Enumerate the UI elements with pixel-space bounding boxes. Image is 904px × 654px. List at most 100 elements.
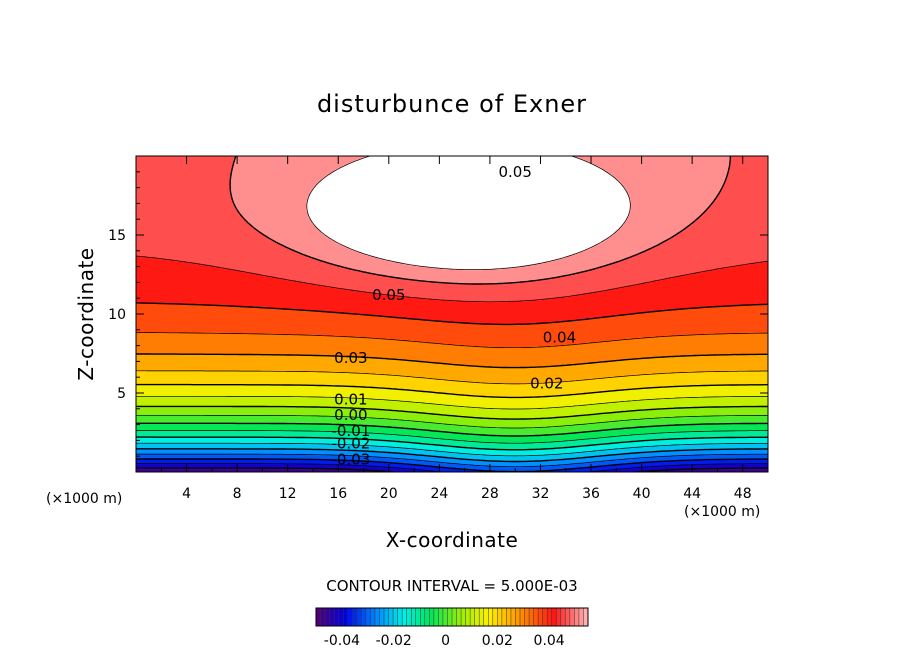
colorbar-swatch: [529, 608, 534, 626]
colorbar-swatch: [352, 608, 358, 626]
x-axis-label: X-coordinate: [386, 528, 519, 552]
colorbar-swatch: [388, 608, 394, 626]
contour-line: [136, 436, 768, 451]
contour-line: [136, 422, 768, 437]
colorbar-swatch: [551, 608, 557, 626]
colorbar-swatch: [560, 608, 566, 626]
colorbar-swatch: [415, 608, 421, 626]
colorbar-swatch: [497, 608, 503, 626]
y-tick-label: 15: [108, 228, 126, 244]
colorbar-swatch: [370, 608, 376, 626]
contour-line: [136, 458, 768, 472]
colorbar-swatch: [374, 608, 380, 626]
contour-line: [136, 414, 768, 429]
colorbar-swatch: [569, 608, 575, 626]
colorbar-swatch: [361, 608, 367, 626]
colorbar-swatch: [384, 608, 389, 626]
contour-label: 0.02: [530, 375, 563, 393]
colorbar-swatch: [506, 608, 512, 626]
colorbar-swatch: [565, 608, 571, 626]
x-tick-label: 20: [380, 486, 398, 502]
contour-label: -0.03: [331, 450, 370, 468]
colorbar-tick-label: -0.02: [376, 633, 412, 649]
colorbar-swatch: [556, 608, 562, 626]
x-tick-label: 44: [683, 486, 701, 502]
contour-line: [136, 353, 768, 369]
contour-label: -0.02: [331, 435, 370, 453]
colorbar-swatch: [424, 608, 430, 626]
colorbar-swatch: [320, 608, 326, 626]
colorbar-swatch: [515, 608, 521, 626]
colorbar-swatch: [547, 608, 553, 626]
contour-line: [229, 156, 732, 285]
x-tick-label: 24: [430, 486, 448, 502]
x-tick-label: 16: [329, 486, 347, 502]
filled-contour-field: [136, 156, 768, 472]
colorbar-swatch: [406, 608, 412, 626]
colorbar-swatch: [402, 608, 407, 626]
y-tick-label: 5: [117, 386, 126, 402]
contour-label: 0.04: [543, 329, 576, 347]
colorbar-swatch: [338, 608, 344, 626]
colorbar-swatch: [542, 608, 548, 626]
colorbar-swatch: [329, 608, 335, 626]
colorbar-tick-label: 0.04: [534, 633, 565, 649]
colorbar-swatch: [578, 608, 584, 626]
contour-label: 0.03: [334, 349, 367, 367]
colorbar-swatch: [470, 608, 475, 626]
y-axis-label: Z-coordinate: [74, 247, 98, 380]
colorbar-swatch: [483, 608, 489, 626]
colorbar-swatch: [379, 608, 385, 626]
y-tick-label: 10: [108, 307, 126, 323]
x-tick-label: 32: [532, 486, 550, 502]
contour-label: 0.01: [334, 390, 367, 408]
y-axis-ticks: 5 10 15: [108, 171, 768, 457]
colorbar-swatch: [447, 608, 453, 626]
colorbar-swatch: [520, 608, 525, 626]
colorbar-swatch: [456, 608, 462, 626]
contour-labels: 0.05 0.05 0.04 0.03 0.02 0.010.00-0.01-0.02-0…: [331, 163, 576, 469]
colorbar-swatch: [465, 608, 471, 626]
contour-line: [136, 395, 768, 410]
colorbar-swatch: [433, 608, 439, 626]
contour-line: [306, 156, 631, 270]
colorbar-swatch: [461, 608, 466, 626]
colorbar-swatch: [397, 608, 403, 626]
contour-line: [136, 255, 768, 303]
colorbar-swatch: [488, 608, 494, 626]
colorbar-swatch: [343, 608, 349, 626]
colorbar-swatch: [365, 608, 371, 626]
chart-title: disturbunce of Exner: [317, 90, 587, 118]
colorbar-swatch: [393, 608, 398, 626]
colorbar-tick-label: 0: [441, 633, 450, 649]
contour-line: [136, 370, 768, 385]
colorbar-swatch: [429, 608, 435, 626]
contour-line: [136, 453, 768, 468]
colorbar-swatch: [420, 608, 426, 626]
contour-line: [136, 332, 768, 349]
colorbar-swatch: [316, 608, 321, 626]
colorbar-swatch: [334, 608, 339, 626]
contour-label: 0.05: [498, 163, 531, 181]
colorbar-swatch: [479, 608, 485, 626]
plot-area: 0.05 0.05 0.04 0.03 0.02 0.010.00-0.01-0.02-0…: [108, 155, 769, 502]
colorbar-tick-label: 0.02: [482, 633, 513, 649]
contour-line: [136, 463, 768, 472]
contour-line: [136, 383, 768, 399]
colorbar-swatch: [533, 608, 539, 626]
colorbar-swatch: [510, 608, 516, 626]
x-tick-label: 8: [233, 486, 242, 502]
x-unit-right: (×1000 m): [684, 504, 760, 520]
colorbar-tick-label: -0.04: [324, 633, 360, 649]
contour-line: [136, 467, 768, 472]
contour-line: [136, 448, 768, 463]
colorbar-swatch: [325, 608, 330, 626]
colorbar-swatch: [474, 608, 480, 626]
x-tick-label: 12: [279, 486, 297, 502]
contour-line: [136, 302, 768, 326]
contour-label: 0.00: [334, 406, 367, 424]
contour-label: 0.05: [372, 286, 405, 304]
colorbar-swatch: [347, 608, 353, 626]
contour-line: [136, 430, 768, 444]
